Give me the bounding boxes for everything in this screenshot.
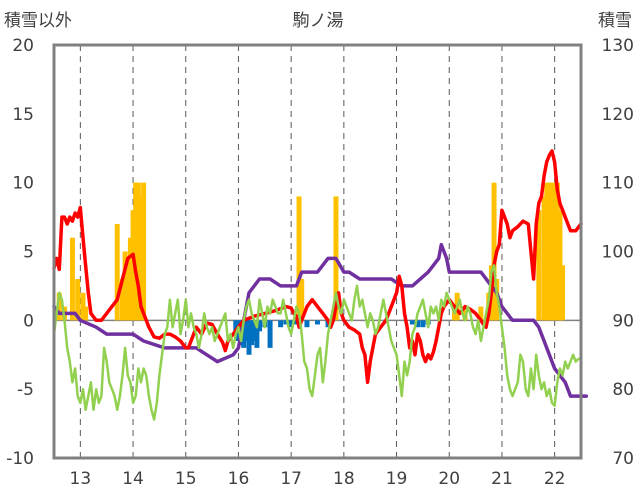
x-tick-label: 17 [280, 469, 302, 489]
bar [549, 182, 555, 321]
bar [315, 320, 320, 325]
y-right-tick-label: 120 [602, 105, 634, 125]
y-left-tick-label: 15 [12, 105, 34, 125]
bar [288, 320, 294, 328]
bar [133, 182, 139, 321]
bar [127, 237, 133, 321]
bar [415, 320, 421, 328]
lines [52, 149, 589, 421]
bar [75, 279, 81, 321]
bar [120, 279, 126, 321]
bar [243, 320, 249, 341]
series-line [52, 242, 589, 398]
y-right-tick-label: 130 [602, 36, 634, 56]
y-left-tick-label: -5 [17, 380, 34, 400]
bar [56, 292, 62, 321]
bar [283, 320, 289, 325]
bar [83, 306, 89, 321]
bar [552, 182, 558, 321]
y-left-tick-label: 20 [12, 36, 34, 56]
bar [138, 196, 144, 321]
y-right-tick-label: 100 [602, 243, 634, 263]
y-left-tick-label: -10 [6, 449, 34, 469]
bar [80, 292, 86, 321]
x-tick-label: 21 [491, 469, 513, 489]
y-left-tick-label: 0 [23, 311, 34, 331]
right-axis-label: 積雪 [598, 11, 632, 31]
bar [233, 320, 239, 335]
y-left-tick-label: 10 [12, 174, 34, 194]
x-tick-label: 22 [544, 469, 566, 489]
x-tick-labels: 13 14 15 16 17 18 19 20 21 22 [70, 469, 566, 489]
bar [560, 265, 566, 321]
bar [267, 320, 273, 348]
bar [122, 251, 128, 321]
gridlines [79, 45, 556, 458]
bar [114, 223, 120, 321]
series-line [52, 264, 583, 421]
y-right-tick-label: 70 [612, 449, 634, 469]
x-tick-label: 19 [386, 469, 408, 489]
bar [541, 196, 547, 321]
bar [409, 320, 415, 325]
y-right-tick-label: 80 [612, 380, 634, 400]
bar [557, 210, 563, 321]
bar [251, 320, 257, 341]
bar [462, 306, 468, 321]
y-right-tick-label: 90 [612, 311, 634, 331]
y-right-tick-label: 110 [602, 174, 634, 194]
bar [69, 237, 75, 321]
bar [304, 320, 310, 328]
bar [254, 320, 260, 348]
bar [546, 182, 552, 321]
chart-title: 駒ノ湯 [293, 11, 344, 31]
bar [257, 320, 263, 332]
bar [420, 320, 426, 328]
bar [246, 320, 252, 355]
x-tick-label: 20 [438, 469, 460, 489]
bar [494, 279, 500, 321]
x-tick-label: 13 [70, 469, 92, 489]
y-left-tick-labels: 20 15 10 5 0 -5 -10 [6, 36, 34, 469]
series-line [52, 149, 583, 385]
bars [56, 182, 566, 355]
left-axis-label: 積雪以外 [4, 11, 72, 31]
y-left-tick-label: 5 [23, 243, 34, 263]
x-tick-label: 14 [122, 469, 144, 489]
bar [278, 320, 284, 328]
x-tick-label: 15 [175, 469, 197, 489]
x-tick-label: 18 [333, 469, 355, 489]
bar [491, 182, 497, 321]
bar [125, 265, 131, 321]
bar [299, 279, 305, 321]
x-tick-label: 16 [228, 469, 250, 489]
bar [544, 182, 550, 321]
bar [141, 182, 147, 321]
bar [249, 320, 255, 346]
y-right-tick-labels: 130 120 110 100 90 80 70 [602, 36, 634, 469]
bar [536, 210, 542, 321]
bar [478, 306, 484, 321]
bar [241, 320, 247, 348]
bar [554, 182, 560, 321]
plot-frame [52, 43, 583, 460]
bar [296, 196, 302, 321]
bar [135, 182, 141, 321]
